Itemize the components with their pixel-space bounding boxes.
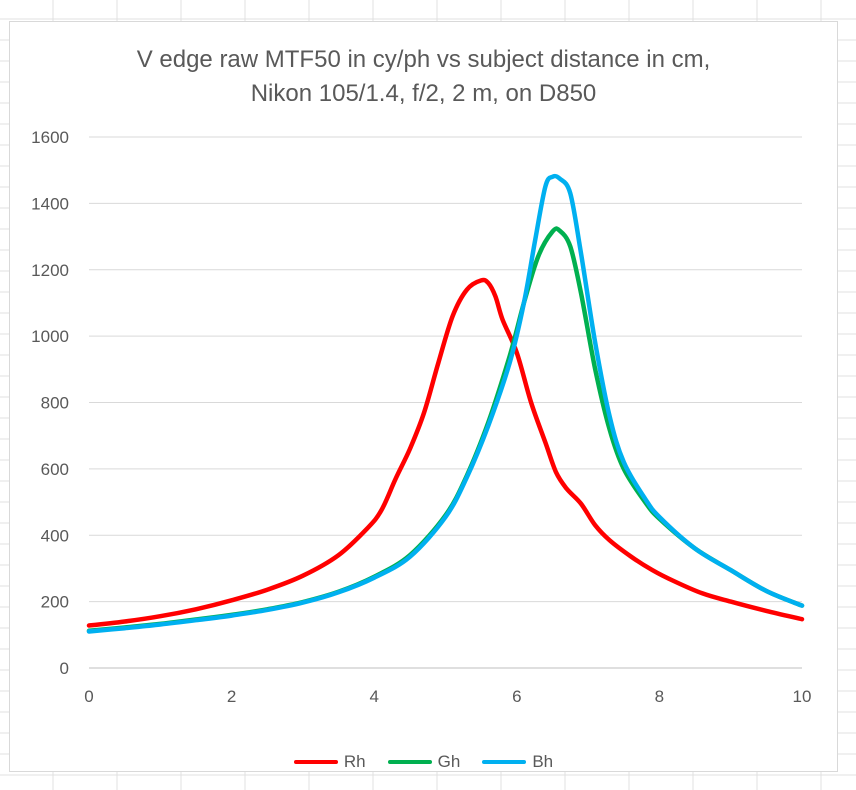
y-tick-label: 1400: [31, 194, 69, 213]
y-tick-label: 200: [41, 593, 69, 612]
y-tick-label: 1200: [31, 261, 69, 280]
x-tick-label: 10: [793, 687, 812, 706]
y-tick-label: 0: [60, 659, 69, 678]
y-tick-label: 400: [41, 526, 69, 545]
plot-area: 0 200 400 600 800 1000 1200 1400 1600 0 2 4 6 8 10: [31, 128, 812, 706]
legend-swatch: [293, 760, 338, 764]
legend-swatch: [387, 760, 432, 764]
series-line-bh: [86, 173, 805, 634]
legend-item-bh: Bh: [482, 752, 553, 772]
chart-legend: Rh Gh Bh: [10, 752, 837, 772]
x-tick-label: 0: [84, 687, 93, 706]
series-line-gh: [86, 226, 805, 634]
series-line-rh: [86, 277, 805, 628]
y-tick-label: 1000: [31, 327, 69, 346]
chart-title-line-2: Nikon 105/1.4, f/2, 2 m, on D850: [250, 80, 597, 107]
y-tick-label: 800: [41, 394, 69, 413]
x-tick-label: 8: [655, 687, 664, 706]
y-tick-label: 1600: [31, 128, 69, 147]
legend-label: Gh: [437, 752, 461, 771]
x-tick-label: 6: [512, 687, 521, 706]
legend-label: Bh: [532, 752, 554, 771]
x-tick-label: 2: [227, 687, 236, 706]
chart-area[interactable]: V edge raw MTF50 in cy/ph vs subject dis…: [9, 21, 838, 772]
x-tick-label: 4: [369, 687, 378, 706]
legend-swatch: [482, 760, 527, 764]
legend-item-rh: Rh: [293, 752, 366, 772]
y-tick-label: 600: [41, 460, 69, 479]
legend-item-gh: Gh: [387, 752, 461, 772]
legend-label: Rh: [343, 752, 366, 771]
chart-title-line-1: V edge raw MTF50 in cy/ph vs subject dis…: [136, 46, 711, 73]
